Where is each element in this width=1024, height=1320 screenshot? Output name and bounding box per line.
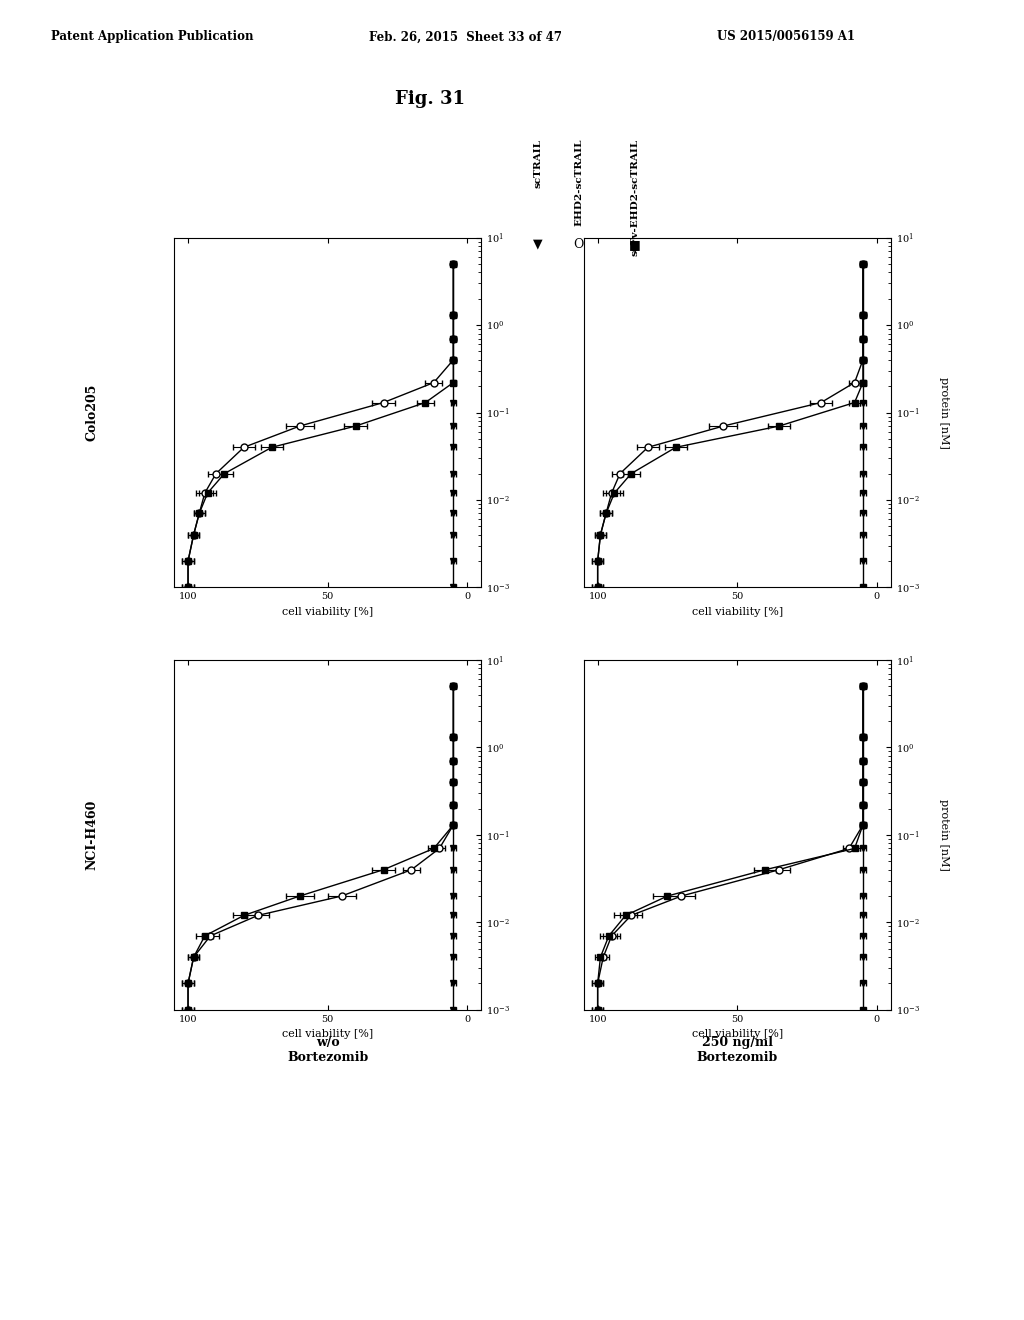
- Text: Fig. 31: Fig. 31: [395, 90, 465, 108]
- X-axis label: cell viability [%]: cell viability [%]: [691, 1030, 783, 1039]
- Text: 250 ng/ml
Bortezomib: 250 ng/ml Bortezomib: [696, 1036, 778, 1064]
- Text: ■: ■: [629, 238, 641, 251]
- Text: ▼: ▼: [532, 238, 543, 251]
- Text: scFv-EHD2-scTRAIL: scFv-EHD2-scTRAIL: [631, 139, 639, 256]
- Text: Patent Application Publication: Patent Application Publication: [51, 30, 254, 44]
- Text: NCI-H460: NCI-H460: [86, 800, 98, 870]
- Text: US 2015/0056159 A1: US 2015/0056159 A1: [717, 30, 855, 44]
- Text: w/o
Bortezomib: w/o Bortezomib: [287, 1036, 369, 1064]
- X-axis label: cell viability [%]: cell viability [%]: [691, 607, 783, 616]
- Text: O: O: [573, 238, 584, 251]
- X-axis label: cell viability [%]: cell viability [%]: [282, 607, 374, 616]
- Text: EHD2-scTRAIL: EHD2-scTRAIL: [574, 139, 583, 226]
- Text: Colo205: Colo205: [86, 384, 98, 441]
- Y-axis label: protein [nM]: protein [nM]: [939, 799, 949, 871]
- Y-axis label: protein [nM]: protein [nM]: [939, 376, 949, 449]
- X-axis label: cell viability [%]: cell viability [%]: [282, 1030, 374, 1039]
- Text: Feb. 26, 2015  Sheet 33 of 47: Feb. 26, 2015 Sheet 33 of 47: [369, 30, 561, 44]
- Text: scTRAIL: scTRAIL: [534, 139, 542, 187]
